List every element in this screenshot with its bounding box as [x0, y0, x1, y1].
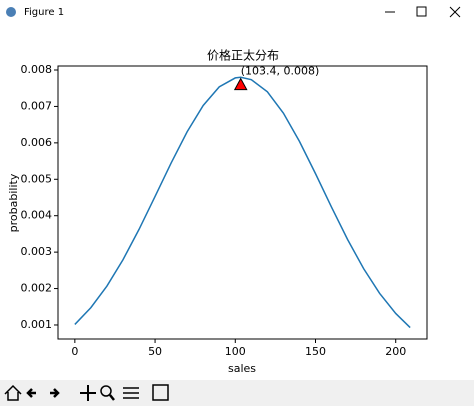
- zoom-button[interactable]: [100, 385, 115, 401]
- save-button[interactable]: [152, 384, 169, 401]
- y-tick-label: 0.001: [21, 318, 53, 331]
- x-axis-label: sales: [228, 362, 256, 375]
- toolbar: [0, 380, 474, 406]
- x-tick-label: 150: [305, 345, 326, 358]
- y-tick-label: 0.006: [21, 136, 53, 149]
- app-icon: [6, 7, 16, 17]
- y-tick-label: 0.003: [21, 245, 53, 258]
- x-tick-label: 200: [385, 345, 406, 358]
- y-tick-label: 0.005: [21, 172, 53, 185]
- y-tick-label: 0.007: [21, 99, 53, 112]
- x-tick-label: 100: [225, 345, 246, 358]
- window-title: Figure 1: [24, 7, 64, 18]
- configure-button[interactable]: [123, 387, 139, 399]
- x-tick-label: 50: [148, 345, 162, 358]
- home-button[interactable]: [4, 384, 22, 401]
- back-button[interactable]: [26, 388, 36, 398]
- axes-frame: [57, 65, 428, 340]
- chart-title: 价格正太分布: [207, 48, 279, 63]
- y-tick-label: 0.004: [21, 209, 53, 222]
- pan-button[interactable]: [80, 385, 96, 401]
- maximize-button[interactable]: [416, 6, 427, 17]
- forward-button[interactable]: [50, 388, 60, 398]
- y-tick-label: 0.002: [21, 282, 53, 295]
- y-tick-label: 0.008: [21, 63, 53, 76]
- x-tick-label: 0: [71, 345, 78, 358]
- y-axis-label: probability: [7, 173, 20, 232]
- close-button[interactable]: [449, 6, 461, 18]
- line-series: [74, 76, 411, 329]
- annotation-marker: [233, 77, 248, 91]
- annotation-text: (103.4, 0.008): [241, 65, 320, 78]
